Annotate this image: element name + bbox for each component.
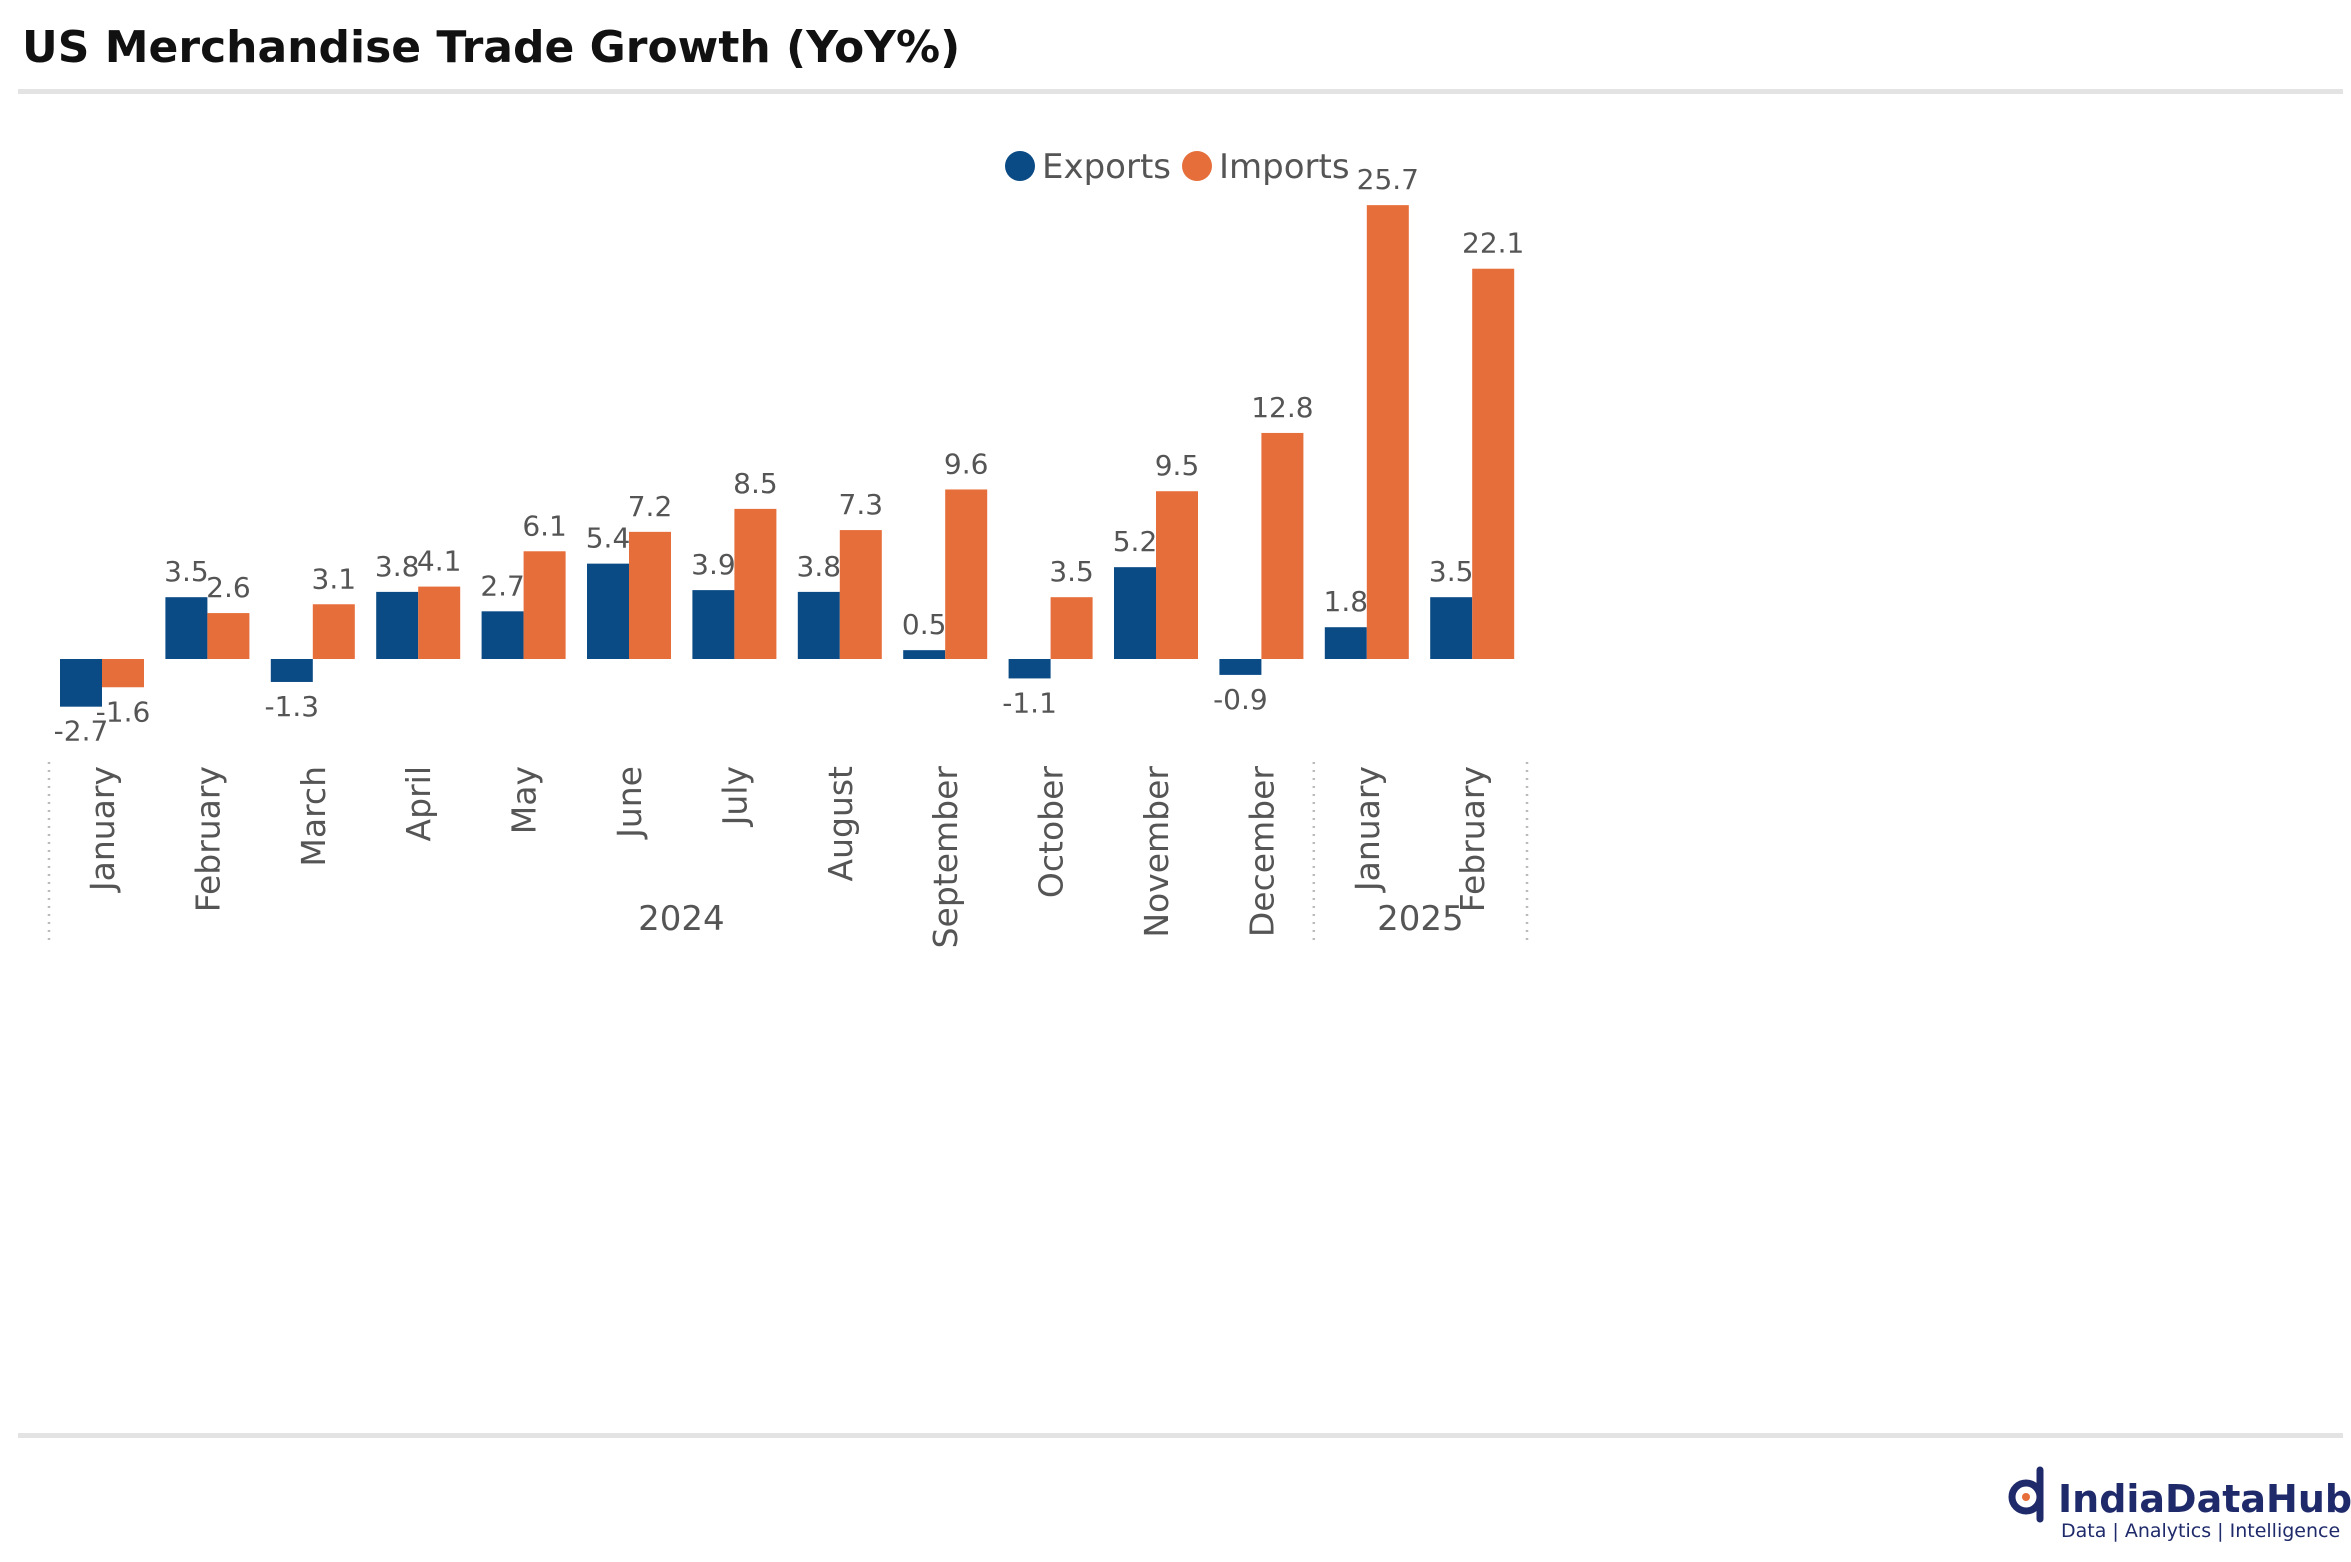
bar-imports-0 xyxy=(102,659,144,688)
bar-exports-1 xyxy=(165,597,208,659)
bar-imports-8 xyxy=(945,489,988,659)
data-label-exports-0: -2.7 xyxy=(54,715,109,748)
data-label-exports-1: 3.5 xyxy=(164,555,209,588)
bar-imports-5 xyxy=(629,531,671,659)
data-label-exports-7: 3.8 xyxy=(797,550,842,583)
data-label-imports-11: 12.8 xyxy=(1251,391,1313,424)
x-tick-label-10: November xyxy=(1137,766,1176,938)
x-axis-labels: January February March April May June July Augu… xyxy=(83,766,1492,949)
bar-exports-3 xyxy=(376,591,419,659)
bar-exports-0 xyxy=(60,659,102,707)
bar-exports-13 xyxy=(1430,597,1473,659)
logo-name: IndiaDataHub xyxy=(2058,1477,2351,1521)
data-label-imports-9: 3.5 xyxy=(1049,555,1094,588)
data-label-exports-11: -0.9 xyxy=(1213,683,1268,716)
bar-imports-12 xyxy=(1366,205,1409,659)
brand-logo: IndiaDataHub Data | Analytics | Intellig… xyxy=(2008,1466,2351,1542)
x-tick-label-1: February xyxy=(188,766,227,912)
data-label-imports-5: 7.2 xyxy=(628,490,673,523)
data-label-exports-10: 5.2 xyxy=(1113,525,1158,558)
data-label-exports-9: -1.1 xyxy=(1002,686,1057,719)
x-tick-label-6: July xyxy=(715,766,754,827)
x-tick-label-12: January xyxy=(1348,766,1387,893)
data-label-imports-10: 9.5 xyxy=(1155,449,1200,482)
data-label-imports-8: 9.6 xyxy=(944,447,989,480)
legend-label-imports: Imports xyxy=(1219,147,1350,187)
chart-title: US Merchandise Trade Growth (YoY%) xyxy=(22,22,960,73)
bar-imports-6 xyxy=(734,508,777,659)
bars-layer xyxy=(60,205,1515,707)
group-separators xyxy=(47,762,1529,942)
bar-exports-9 xyxy=(1008,659,1051,679)
data-label-exports-13: 3.5 xyxy=(1429,555,1474,588)
bar-exports-12 xyxy=(1324,627,1367,659)
bar-exports-5 xyxy=(587,563,629,659)
bar-exports-11 xyxy=(1219,659,1262,675)
data-labels-layer: -2.7-1.63.52.6-1.33.1 3.84.12.76.1 5.47.23… xyxy=(54,163,1525,748)
x-tick-label-9: October xyxy=(1032,766,1071,898)
bar-imports-11 xyxy=(1261,432,1304,659)
data-label-imports-13: 22.1 xyxy=(1462,227,1524,260)
x-tick-label-4: May xyxy=(505,766,544,834)
legend-marker-exports xyxy=(1005,151,1035,181)
bar-exports-2 xyxy=(270,659,313,682)
data-label-exports-6: 3.9 xyxy=(691,548,736,581)
x-tick-label-2: March xyxy=(294,766,333,867)
data-label-imports-4: 6.1 xyxy=(522,509,567,542)
bar-exports-8 xyxy=(903,650,946,659)
x-tick-label-13: February xyxy=(1453,766,1492,912)
data-label-exports-8: 0.5 xyxy=(902,608,947,641)
x-tick-label-3: April xyxy=(399,766,438,841)
bar-imports-3 xyxy=(418,586,461,659)
data-label-exports-3: 3.8 xyxy=(375,550,420,583)
bar-imports-7 xyxy=(839,530,882,659)
bar-imports-4 xyxy=(523,551,566,659)
bar-imports-9 xyxy=(1050,597,1093,659)
data-label-exports-5: 5.4 xyxy=(586,522,631,555)
legend-marker-imports xyxy=(1182,151,1212,181)
bar-exports-7 xyxy=(797,591,840,659)
bar-exports-4 xyxy=(481,611,524,659)
year-label-2025: 2025 xyxy=(1377,899,1464,939)
data-label-exports-2: -1.3 xyxy=(264,690,319,723)
x-tick-label-8: September xyxy=(926,766,965,949)
logo-tagline: Data | Analytics | Intelligence xyxy=(2061,1520,2340,1542)
logo-d-icon xyxy=(2008,1466,2044,1523)
bar-exports-6 xyxy=(692,590,735,659)
bar-imports-10 xyxy=(1156,491,1198,659)
data-label-imports-3: 4.1 xyxy=(417,545,462,578)
bar-imports-13 xyxy=(1472,268,1515,659)
year-label-2024: 2024 xyxy=(638,899,725,939)
data-label-imports-6: 8.5 xyxy=(733,467,778,500)
bar-exports-10 xyxy=(1114,567,1156,659)
year-labels: 2024 2025 xyxy=(638,899,1464,939)
bar-imports-2 xyxy=(312,604,355,659)
x-tick-label-5: June xyxy=(610,766,649,840)
data-label-imports-0: -1.6 xyxy=(96,695,151,728)
legend-label-exports: Exports xyxy=(1042,147,1171,187)
x-tick-label-11: December xyxy=(1242,766,1281,938)
data-label-imports-12: 25.7 xyxy=(1357,163,1419,196)
data-label-imports-1: 2.6 xyxy=(206,571,251,604)
legend: Exports Imports xyxy=(1005,147,1350,187)
x-tick-label-7: August xyxy=(821,766,860,882)
x-tick-label-0: January xyxy=(83,766,122,893)
bar-imports-1 xyxy=(207,613,250,659)
top-rule xyxy=(18,89,2343,94)
data-label-imports-2: 3.1 xyxy=(312,562,357,595)
data-label-imports-7: 7.3 xyxy=(839,488,884,521)
data-label-exports-12: 1.8 xyxy=(1324,585,1369,618)
bottom-rule xyxy=(18,1433,2343,1438)
data-label-exports-4: 2.7 xyxy=(480,569,525,602)
